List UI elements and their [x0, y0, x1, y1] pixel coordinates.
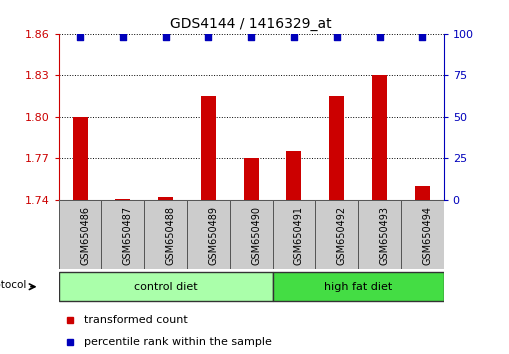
Text: GSM650491: GSM650491 — [293, 206, 303, 264]
Point — [76, 34, 84, 40]
Point — [119, 34, 127, 40]
Text: percentile rank within the sample: percentile rank within the sample — [83, 337, 271, 347]
Point — [375, 34, 383, 40]
FancyBboxPatch shape — [144, 200, 187, 269]
Bar — [371, 75, 386, 200]
Bar — [329, 96, 344, 200]
Text: GSM650489: GSM650489 — [208, 206, 218, 264]
Point — [289, 34, 297, 40]
Text: GSM650487: GSM650487 — [123, 206, 132, 265]
FancyBboxPatch shape — [400, 200, 443, 269]
Point — [246, 34, 254, 40]
Bar — [243, 158, 258, 200]
Text: GSM650494: GSM650494 — [421, 206, 432, 264]
FancyBboxPatch shape — [59, 273, 272, 301]
Text: GSM650493: GSM650493 — [379, 206, 389, 264]
Text: GSM650486: GSM650486 — [80, 206, 90, 264]
Text: GSM650488: GSM650488 — [165, 206, 175, 264]
Text: high fat diet: high fat diet — [323, 282, 391, 292]
FancyBboxPatch shape — [272, 273, 443, 301]
Point — [417, 34, 426, 40]
FancyBboxPatch shape — [59, 200, 101, 269]
Text: control diet: control diet — [133, 282, 197, 292]
Bar — [201, 96, 215, 200]
Point — [204, 34, 212, 40]
Text: growth protocol: growth protocol — [0, 280, 26, 290]
FancyBboxPatch shape — [357, 200, 400, 269]
FancyBboxPatch shape — [187, 200, 230, 269]
FancyBboxPatch shape — [230, 200, 272, 269]
Point — [332, 34, 340, 40]
Title: GDS4144 / 1416329_at: GDS4144 / 1416329_at — [170, 17, 331, 31]
Bar — [414, 186, 429, 200]
Text: GSM650492: GSM650492 — [336, 206, 346, 265]
Point — [161, 34, 169, 40]
Bar — [158, 197, 173, 200]
FancyBboxPatch shape — [315, 200, 357, 269]
Text: GSM650490: GSM650490 — [250, 206, 261, 264]
Bar — [72, 117, 88, 200]
FancyBboxPatch shape — [101, 200, 144, 269]
FancyBboxPatch shape — [272, 200, 315, 269]
Text: transformed count: transformed count — [83, 315, 187, 325]
Bar — [286, 152, 301, 200]
Bar — [115, 199, 130, 200]
